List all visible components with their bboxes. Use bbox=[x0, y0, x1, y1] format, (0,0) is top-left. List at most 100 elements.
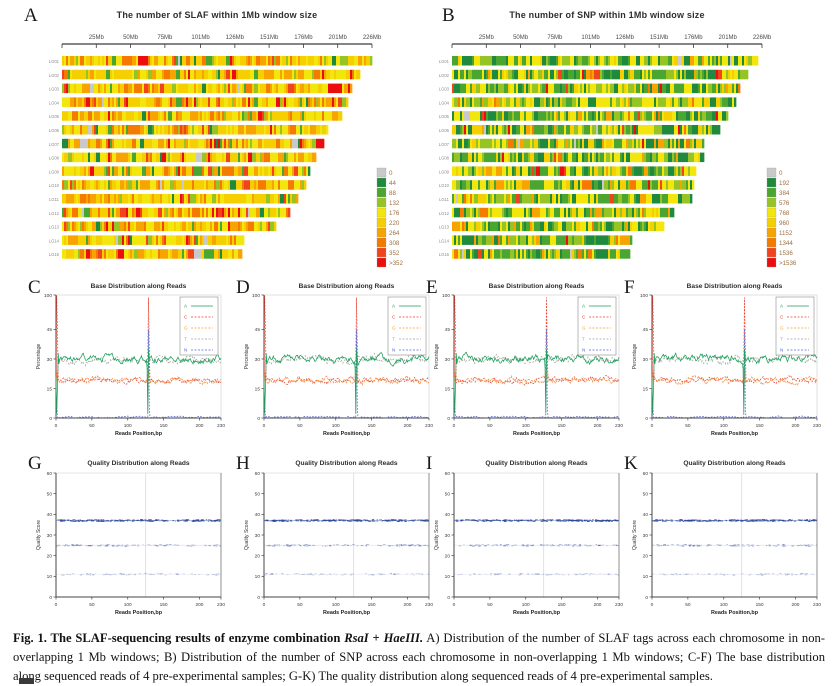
axis-tick-label: 226Mb bbox=[363, 35, 382, 41]
y-axis-label: Percentage bbox=[36, 343, 42, 369]
axis-tick-label: 201Mb bbox=[719, 35, 738, 41]
y-tick-label: 0 bbox=[447, 416, 450, 422]
x-tick-label: 150 bbox=[558, 423, 566, 429]
y-tick-label: 100 bbox=[442, 293, 450, 299]
legend-swatch bbox=[767, 198, 776, 207]
x-tick-label: 200 bbox=[593, 602, 601, 608]
y-tick-label: 100 bbox=[640, 293, 648, 299]
legend-swatch bbox=[767, 258, 776, 267]
series-G bbox=[56, 371, 221, 390]
y-tick-label: 0 bbox=[645, 595, 648, 601]
y-tick-label: 30 bbox=[255, 533, 261, 539]
axis-tick-label: 75Mb bbox=[547, 35, 563, 41]
x-tick-label: 50 bbox=[487, 602, 493, 608]
chromosome-label: LG14 bbox=[49, 238, 60, 243]
y-tick-label: 40 bbox=[445, 512, 451, 518]
chromosome-label: LG08 bbox=[49, 156, 60, 161]
y-tick-label: 20 bbox=[47, 553, 53, 559]
y-tick-label: 45 bbox=[643, 327, 649, 333]
x-tick-label: 200 bbox=[403, 423, 411, 429]
legend-swatch bbox=[377, 248, 386, 257]
x-tick-label: 0 bbox=[651, 602, 654, 608]
y-tick-label: 30 bbox=[445, 357, 451, 363]
axis-tick-label: 126Mb bbox=[226, 35, 245, 41]
axis-tick-label: 50Mb bbox=[123, 35, 139, 41]
x-tick-label: 150 bbox=[756, 423, 764, 429]
legend-value: 176 bbox=[389, 210, 400, 217]
x-tick-label: 100 bbox=[124, 423, 132, 429]
axis-tick-label: 176Mb bbox=[684, 35, 703, 41]
x-axis-label: Reads Position,bp bbox=[115, 431, 163, 437]
legend-value: 1152 bbox=[779, 230, 793, 237]
legend-value: 220 bbox=[389, 220, 400, 227]
chromosome-label: LG05 bbox=[439, 114, 450, 119]
legend-value: 384 bbox=[779, 190, 790, 197]
x-tick-label: 0 bbox=[55, 423, 58, 429]
legend-swatch bbox=[377, 208, 386, 217]
x-tick-label: 230 bbox=[217, 602, 225, 608]
x-tick-label: 0 bbox=[263, 602, 266, 608]
y-tick-label: 10 bbox=[47, 574, 53, 580]
x-tick-label: 50 bbox=[89, 602, 95, 608]
chromosome-label: LG11 bbox=[49, 197, 60, 202]
y-tick-label: 10 bbox=[445, 574, 451, 580]
x-axis-label: Reads Position,bp bbox=[711, 431, 759, 437]
y-tick-label: 45 bbox=[47, 327, 53, 333]
legend-swatch bbox=[767, 208, 776, 217]
legend-label: T bbox=[392, 337, 395, 342]
x-tick-label: 200 bbox=[593, 423, 601, 429]
y-axis-label: Percentage bbox=[632, 343, 638, 369]
y-tick-label: 30 bbox=[445, 533, 451, 539]
quality-distribution-chart-g: Quality Distribution along Reads01020304… bbox=[26, 452, 224, 622]
chromosome-label: LG04 bbox=[49, 100, 60, 105]
series-G bbox=[264, 371, 429, 390]
legend-value: 1344 bbox=[779, 240, 793, 247]
legend-swatch bbox=[377, 178, 386, 187]
legend-value: 352 bbox=[389, 250, 400, 257]
legend-label: N bbox=[582, 348, 585, 353]
y-tick-label: 60 bbox=[255, 471, 261, 477]
y-tick-label: 0 bbox=[645, 416, 648, 422]
legend-swatch bbox=[377, 238, 386, 247]
chromosome-label: LG09 bbox=[439, 169, 450, 174]
x-tick-label: 150 bbox=[160, 602, 168, 608]
x-tick-label: 200 bbox=[195, 423, 203, 429]
axis-tick-label: 201Mb bbox=[329, 35, 348, 41]
chromosome-label: LG11 bbox=[439, 197, 450, 202]
legend-swatch bbox=[767, 248, 776, 257]
panel-b-snp-heatmap: B The number of SNP within 1Mb window si… bbox=[418, 4, 838, 274]
x-tick-label: 50 bbox=[685, 423, 691, 429]
quality-distribution-chart-k-i: Quality Distribution along Reads01020304… bbox=[424, 452, 622, 622]
y-axis-label: Quality Score bbox=[434, 520, 440, 550]
legend-value: 0 bbox=[779, 170, 783, 177]
legend-swatch bbox=[767, 178, 776, 187]
legend-label: N bbox=[780, 348, 783, 353]
x-tick-label: 0 bbox=[453, 423, 456, 429]
chromosome-label: LG08 bbox=[439, 156, 450, 161]
chart-title: Quality Distribution along Reads bbox=[683, 460, 786, 467]
x-tick-label: 150 bbox=[368, 423, 376, 429]
chromosome-label: LG07 bbox=[49, 142, 60, 147]
chart-title: Quality Distribution along Reads bbox=[485, 460, 588, 467]
y-tick-label: 10 bbox=[255, 574, 261, 580]
base-distribution-chart-d: Base Distribution along Reads01530451000… bbox=[234, 276, 432, 438]
x-tick-label: 150 bbox=[368, 602, 376, 608]
x-tick-label: 50 bbox=[297, 602, 303, 608]
caption-enzyme-rsai: RsaI bbox=[344, 631, 369, 645]
y-tick-label: 30 bbox=[47, 533, 53, 539]
x-tick-label: 230 bbox=[217, 423, 225, 429]
chromosome-label: LG01 bbox=[439, 59, 450, 64]
chromosome-label: LG10 bbox=[439, 183, 450, 188]
x-tick-label: 230 bbox=[813, 423, 821, 429]
axis-tick-label: 151Mb bbox=[260, 35, 279, 41]
chromosome-label: LG02 bbox=[439, 73, 450, 78]
legend-value: >352 bbox=[389, 260, 403, 267]
x-axis-label: Reads Position,bp bbox=[513, 610, 561, 616]
axis-tick-label: 25Mb bbox=[479, 35, 495, 41]
legend-value: 264 bbox=[389, 230, 400, 237]
y-tick-label: 30 bbox=[643, 533, 649, 539]
